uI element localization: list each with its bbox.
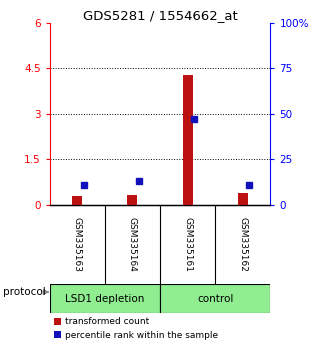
- Text: GSM335161: GSM335161: [183, 217, 192, 272]
- Text: protocol: protocol: [3, 287, 46, 297]
- Text: control: control: [197, 293, 233, 304]
- Bar: [183, 75, 193, 205]
- Text: GSM335164: GSM335164: [128, 217, 137, 272]
- Bar: [72, 196, 82, 205]
- Legend: transformed count, percentile rank within the sample: transformed count, percentile rank withi…: [54, 317, 218, 340]
- Title: GDS5281 / 1554662_at: GDS5281 / 1554662_at: [83, 9, 237, 22]
- Bar: [160, 284, 270, 313]
- Bar: [127, 195, 137, 205]
- Bar: [50, 284, 160, 313]
- Text: LSD1 depletion: LSD1 depletion: [65, 293, 145, 304]
- Text: GSM335162: GSM335162: [238, 217, 247, 272]
- Text: GSM335163: GSM335163: [73, 217, 82, 272]
- Bar: [238, 193, 248, 205]
